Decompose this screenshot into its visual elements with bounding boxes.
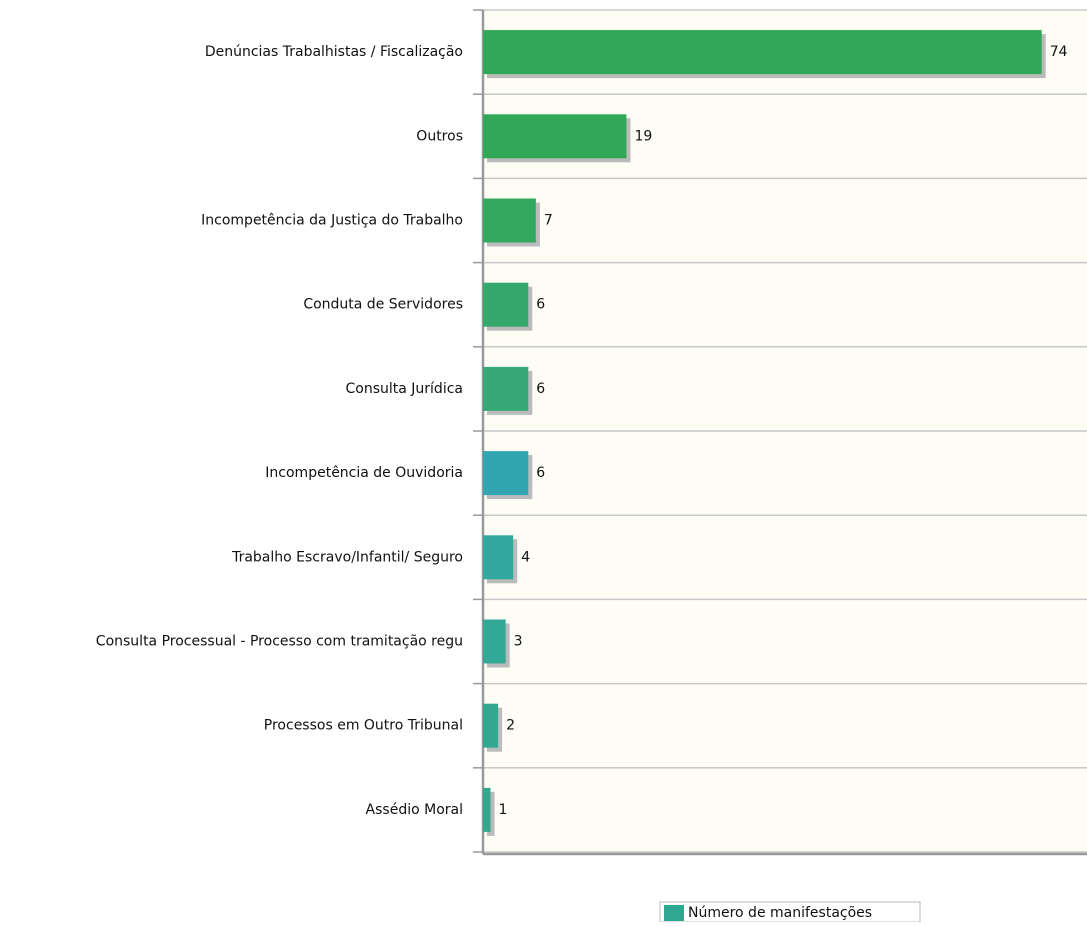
bar [483,619,506,664]
bar-shadow [487,791,495,836]
data-label: 19 [634,128,652,144]
data-label: 6 [536,465,545,481]
data-label: 2 [506,718,515,734]
y-tick-label: Incompetência da Justiça do Trabalho [201,213,463,229]
bar [483,198,536,243]
data-label: 74 [1050,44,1068,60]
y-tick-label: Consulta Processual - Processo com trami… [96,634,463,650]
y-tick-label: Trabalho Escravo/Infantil/ Seguro [231,549,463,565]
y-tick-label: Processos em Outro Tribunal [264,718,463,734]
y-tick-label: Denúncias Trabalhistas / Fiscalização [205,44,463,60]
data-label: 4 [521,549,530,565]
data-label: 7 [544,213,553,229]
bar [483,787,491,832]
data-label: 6 [536,381,545,397]
bar [483,451,529,496]
bar [483,535,514,580]
y-tick-label: Assédio Moral [366,802,463,818]
bar [483,282,529,327]
legend-swatch [664,905,684,921]
bar [483,366,529,411]
bar [483,30,1042,75]
y-tick-label: Incompetência de Ouvidoria [265,465,463,481]
y-tick-label: Consulta Jurídica [346,381,464,397]
bar [483,703,499,748]
data-label: 6 [536,297,545,313]
data-label: 1 [499,802,508,818]
legend-label: Número de manifestações [688,905,872,921]
data-label: 3 [514,634,523,650]
y-tick-label: Conduta de Servidores [303,297,463,313]
bar [483,114,627,159]
y-tick-label: Outros [416,128,463,144]
